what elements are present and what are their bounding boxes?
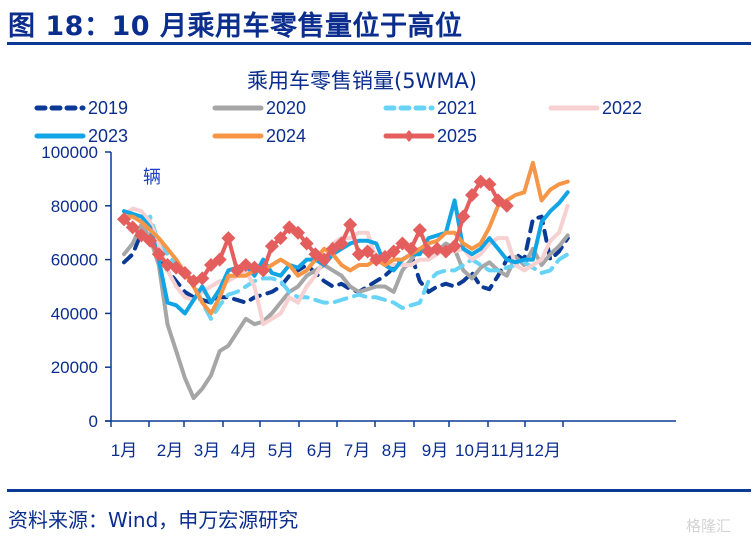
data-point-2025 — [299, 236, 314, 251]
x-tick-label: 1月 — [111, 441, 137, 460]
x-tick-label: 8月 — [382, 441, 408, 460]
y-unit-label: 辆 — [143, 167, 161, 188]
data-point-2025 — [386, 244, 401, 259]
data-point-2025 — [264, 239, 279, 254]
watermark-logo: 格隆汇 — [686, 517, 732, 535]
data-point-2025 — [325, 241, 340, 256]
x-tick-label: 6月 — [307, 441, 333, 460]
data-point-2025 — [412, 223, 427, 238]
data-point-2025 — [212, 252, 227, 267]
figure-title: 图 18：10 月乘用车零售量位于高位 — [8, 11, 463, 42]
chart-series — [117, 160, 570, 401]
data-point-2025 — [169, 260, 184, 275]
legend-item-2025: 2025 — [383, 126, 477, 146]
legend-item-2021: 2021 — [383, 98, 477, 118]
data-point-2025 — [125, 220, 140, 235]
y-tick-label: 0 — [89, 412, 98, 431]
legend-label: 2023 — [88, 126, 128, 146]
x-tick-label: 5月 — [268, 441, 294, 460]
data-point-2025 — [456, 209, 471, 224]
source-note: 资料来源：Wind，申万宏源研究 — [8, 508, 299, 532]
data-point-2025 — [256, 263, 271, 278]
y-tick-label: 60000 — [51, 251, 98, 270]
data-point-2025 — [230, 263, 245, 278]
x-tick-label: 2月 — [157, 441, 183, 460]
data-point-2025 — [151, 247, 166, 262]
data-point-2025 — [143, 233, 158, 248]
data-point-2025 — [308, 247, 323, 262]
data-point-2025 — [482, 177, 497, 192]
chart-legend: 2019 2020 2021 2022 2023 2024 2025 — [34, 98, 642, 146]
data-point-2025 — [360, 244, 375, 259]
data-point-2025 — [273, 231, 288, 246]
legend-label: 2021 — [437, 98, 477, 118]
series-line-2020 — [122, 222, 570, 401]
data-point-2025 — [465, 188, 479, 203]
data-point-2025 — [378, 249, 392, 264]
x-tick-label: 3月 — [194, 441, 220, 460]
legend-label: 2019 — [88, 98, 128, 118]
x-tick-label: 7月 — [344, 441, 370, 460]
legend-item-2023: 2023 — [34, 126, 128, 146]
legend-item-2024: 2024 — [212, 126, 306, 146]
data-point-2025 — [221, 231, 236, 246]
series-line-2024 — [122, 160, 570, 316]
legend-label: 2025 — [437, 126, 477, 146]
data-point-2025 — [343, 217, 358, 232]
y-tick-label: 80000 — [51, 197, 98, 216]
x-tick-label: 12月 — [525, 441, 561, 460]
data-point-2025 — [177, 266, 192, 281]
legend-item-2022: 2022 — [548, 98, 642, 118]
legend-label: 2020 — [266, 98, 306, 118]
data-point-2025 — [134, 228, 149, 243]
chart-title: 乘用车零售销量(5WMA) — [247, 69, 477, 93]
data-point-2025 — [491, 193, 506, 208]
legend-item-2019: 2019 — [34, 98, 128, 118]
data-point-2025 — [404, 241, 419, 256]
x-tick-label: 10月 — [455, 441, 491, 460]
data-point-2025 — [499, 198, 514, 213]
x-tick-label: 4月 — [231, 441, 257, 460]
legend-label: 2022 — [602, 98, 642, 118]
title-divider — [7, 42, 751, 45]
y-tick-label: 100000 — [41, 143, 98, 162]
data-point-2025 — [291, 225, 305, 240]
x-tick-label: 11月 — [491, 441, 526, 460]
data-point-2025 — [395, 236, 410, 251]
x-tick-label: 9月 — [422, 441, 448, 460]
footer-divider — [7, 489, 751, 492]
data-point-2025 — [438, 244, 453, 259]
legend-item-2020: 2020 — [212, 98, 306, 118]
y-tick-label: 40000 — [51, 304, 98, 323]
data-point-2025 — [117, 212, 131, 227]
data-point-2025 — [317, 252, 332, 267]
y-tick-label: 20000 — [51, 358, 98, 377]
data-point-2025 — [447, 239, 462, 254]
series-line-2019 — [122, 214, 570, 305]
chart-axes: 0 20000 40000 60000 80000 100000 1月 2月 3月 4月 5月 6月 7… — [41, 143, 676, 460]
legend-marker — [404, 130, 414, 142]
data-point-2025 — [204, 257, 218, 272]
data-point-2025 — [334, 236, 349, 251]
data-point-2025 — [282, 220, 297, 235]
data-point-2025 — [195, 271, 210, 286]
legend-label: 2024 — [266, 126, 306, 146]
